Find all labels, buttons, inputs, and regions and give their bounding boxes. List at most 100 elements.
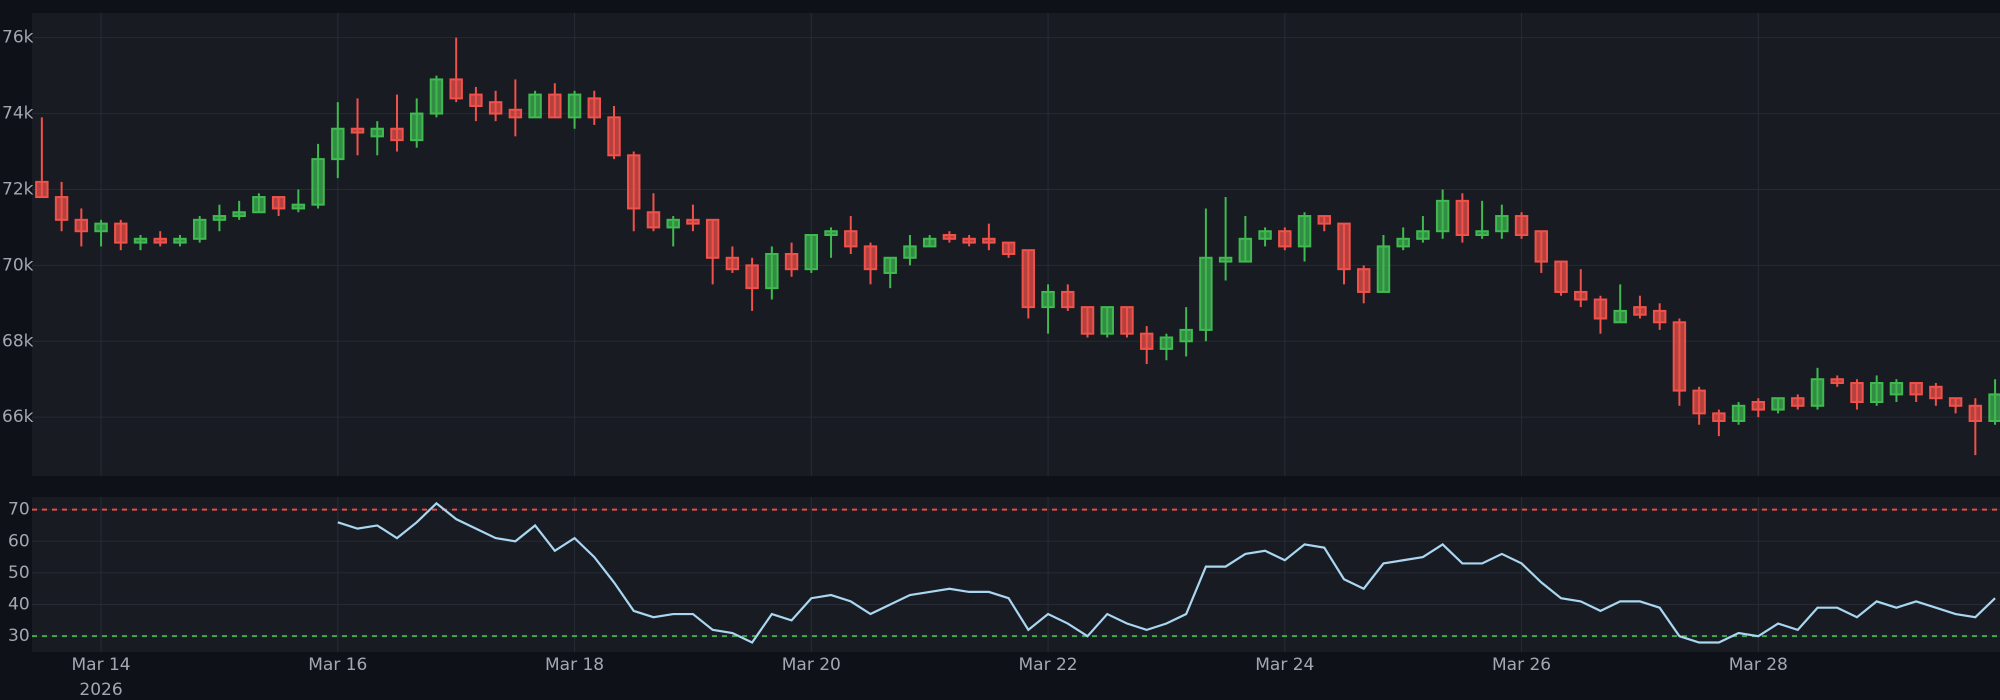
candle-body (390, 127, 404, 142)
candle-body (488, 101, 503, 115)
rsi-tick-label: 60 (8, 531, 30, 551)
candle-body (1455, 199, 1470, 237)
candle-body (1869, 382, 1884, 403)
candle-body (271, 196, 286, 210)
y-tick-label: 66k (2, 407, 34, 427)
rsi-tick-label: 70 (8, 500, 30, 520)
candle-body (1909, 382, 1923, 396)
price-grid (32, 13, 2000, 476)
price-panel (32, 13, 2000, 476)
x-tick-label: Mar 22 (1018, 655, 1077, 675)
candle-body (74, 218, 89, 233)
rsi-line-group (32, 501, 2000, 644)
candle-body (705, 218, 720, 259)
candle-body (1771, 397, 1785, 411)
candle-body (1080, 306, 1095, 335)
candle-body (1534, 230, 1549, 263)
candle-body (1317, 215, 1331, 225)
candle-body (686, 218, 700, 225)
candle-body (528, 93, 542, 119)
candle-body (1061, 290, 1075, 309)
candle-body (1633, 306, 1647, 316)
x-tick-label: Mar 24 (1255, 655, 1314, 675)
candle-body (646, 211, 661, 229)
candle-body (627, 154, 641, 210)
candle-body (1337, 222, 1351, 271)
candle-body (153, 237, 167, 244)
candle-body (1593, 298, 1608, 320)
candle-body (1199, 256, 1213, 331)
rsi-tick-label: 30 (8, 626, 30, 646)
candle-body (1238, 237, 1253, 263)
candle-body (1001, 241, 1016, 255)
candle-body (350, 127, 365, 134)
candle-body (1712, 412, 1726, 422)
candle-body (1929, 385, 1943, 400)
candle-body (1652, 309, 1667, 324)
candle-body (1218, 256, 1233, 263)
candle-body (1751, 400, 1766, 411)
axis-labels: Mar 14 2026 Mar 16 Mar 18 Mar 20 Mar 22 Mar 24… (2, 28, 1788, 700)
candle-body (1278, 230, 1292, 248)
candle-body (1021, 249, 1036, 309)
candles (35, 37, 2000, 456)
candle-body (410, 112, 424, 142)
candle-body (370, 127, 384, 138)
candle-body (1889, 382, 1904, 396)
y-tick-label: 68k (2, 331, 34, 351)
candle-body (1396, 237, 1410, 248)
candle-body (1613, 309, 1627, 324)
candle-body (232, 211, 246, 218)
candle-body (883, 256, 897, 274)
candle-body (94, 222, 108, 233)
candle-body (745, 264, 759, 290)
candle-body (844, 230, 858, 248)
candle-body (1159, 336, 1174, 350)
candle-body (903, 245, 917, 259)
candle-body (1574, 290, 1588, 301)
y-tick-label: 70k (2, 255, 34, 275)
x-tick-label: Mar 14 (71, 655, 130, 675)
y-tick-label: 74k (2, 104, 34, 124)
candle-body (784, 252, 799, 271)
candle-body (1692, 389, 1706, 415)
candle-body (1948, 397, 1963, 407)
x-tick-label: Mar 26 (1492, 655, 1551, 675)
y-tick-label: 72k (2, 179, 34, 199)
candle-body (1475, 230, 1489, 237)
candle-body (587, 97, 602, 119)
candle-body (429, 78, 444, 115)
candle-body (291, 203, 306, 210)
candle-body (666, 218, 680, 229)
candle-body (1376, 245, 1391, 293)
candle-body (1731, 404, 1746, 422)
candle-body (1416, 230, 1430, 240)
candle-body (1830, 378, 1844, 385)
candle-body (133, 237, 148, 244)
rsi-tick-label: 50 (8, 563, 30, 583)
candle-body (212, 215, 227, 221)
candle-body (1554, 260, 1568, 293)
candle-body (1968, 404, 1983, 422)
candle-body (1357, 268, 1371, 293)
candle-body (252, 196, 266, 214)
candle-body (1139, 332, 1154, 350)
x-tick-label: Mar 18 (545, 655, 604, 675)
candle-body (449, 78, 463, 100)
candle-body (1297, 215, 1312, 248)
candle-body (1850, 382, 1864, 403)
rsi-tick-label: 40 (8, 595, 30, 615)
candle-body (607, 116, 621, 157)
candle-body (962, 237, 976, 244)
candle-body (567, 93, 582, 119)
candle-body (1495, 215, 1509, 233)
candle-body (35, 180, 49, 199)
candle-body (922, 237, 937, 248)
candle-body (1672, 321, 1687, 392)
candle-body (173, 237, 187, 244)
rsi-panel (32, 497, 2000, 652)
x-tick-label: Mar 20 (782, 655, 841, 675)
candle-body (942, 234, 957, 240)
candle-body (311, 158, 325, 206)
candle-body (469, 93, 483, 107)
